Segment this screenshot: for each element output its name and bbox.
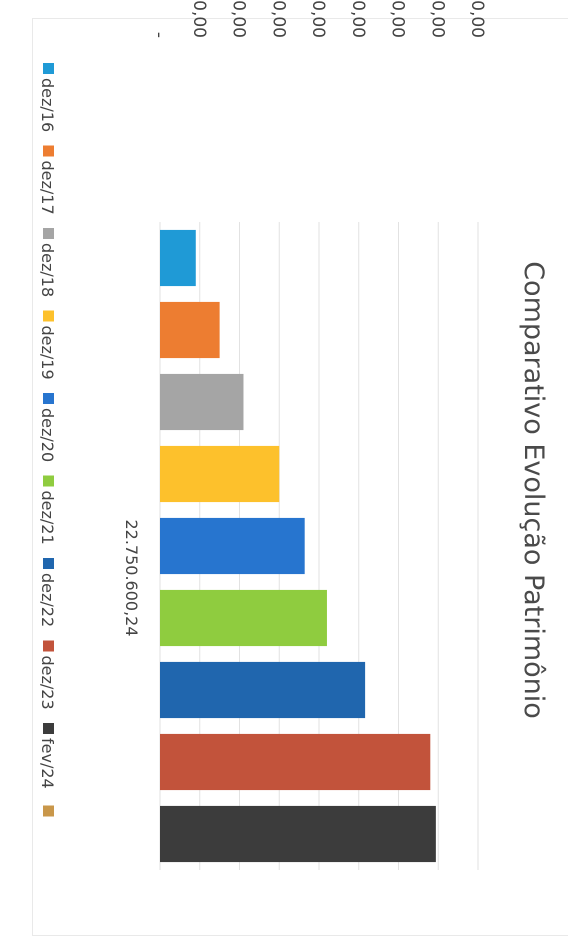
y-tick-label: 400.000.000,00 bbox=[467, 0, 487, 38]
legend-swatch bbox=[43, 228, 54, 239]
bar-dez-23 bbox=[160, 733, 431, 791]
bar-dez-16 bbox=[160, 229, 196, 287]
bar-dez-22 bbox=[160, 661, 366, 719]
y-tick-label: 300.000.000,00 bbox=[388, 0, 408, 38]
legend-label: dez/18 bbox=[38, 243, 57, 297]
legend-label: dez/21 bbox=[38, 491, 57, 545]
y-tick-label: - bbox=[149, 32, 169, 38]
bars bbox=[160, 229, 436, 863]
y-axis-ticks: - 50.000.000,00 100.000.000,00 150.000.000,… bbox=[149, 0, 487, 38]
legend-swatch bbox=[43, 63, 54, 74]
legend: dez/16 dez/17 dez/18 dez/19 dez/20 dez/21 dez/… bbox=[38, 63, 57, 817]
legend-label: dez/23 bbox=[38, 656, 57, 710]
bar-dez-17 bbox=[160, 301, 220, 359]
y-tick-label: 250.000.000,00 bbox=[348, 0, 368, 38]
bar-dez-18 bbox=[160, 373, 244, 431]
chart-title: Comparativo Evolução Patrimônio bbox=[518, 261, 549, 719]
legend-label: dez/22 bbox=[38, 573, 57, 627]
y-tick-label: 150.000.000,00 bbox=[268, 0, 288, 38]
bar-dez-19 bbox=[160, 445, 280, 503]
legend-swatch bbox=[43, 640, 54, 652]
legend-swatch bbox=[43, 145, 54, 157]
legend-label: fev/24 bbox=[38, 738, 57, 789]
legend-swatch bbox=[43, 393, 54, 404]
legend-swatch bbox=[43, 805, 54, 817]
legend-label: dez/19 bbox=[38, 326, 57, 380]
bar-dez-21 bbox=[160, 589, 327, 647]
chart-frame bbox=[32, 18, 568, 936]
legend-swatch bbox=[43, 475, 54, 487]
legend-swatch bbox=[43, 310, 54, 322]
y-tick-label: 350.000.000,00 bbox=[427, 0, 447, 38]
legend-label: dez/20 bbox=[38, 408, 57, 462]
bar-fev-24 bbox=[160, 805, 436, 863]
y-tick-label: 200.000.000,00 bbox=[308, 0, 328, 38]
y-tick-label: 50.000.000,00 bbox=[189, 0, 209, 38]
legend-label: dez/17 bbox=[38, 161, 57, 215]
legend-swatch bbox=[43, 723, 54, 734]
data-label: 22.750.600,24 bbox=[122, 519, 141, 636]
bar-dez-20 bbox=[160, 517, 305, 575]
legend-label: dez/16 bbox=[38, 78, 57, 132]
y-tick-label: 100.000.000,00 bbox=[229, 0, 249, 38]
legend-swatch bbox=[43, 558, 54, 569]
